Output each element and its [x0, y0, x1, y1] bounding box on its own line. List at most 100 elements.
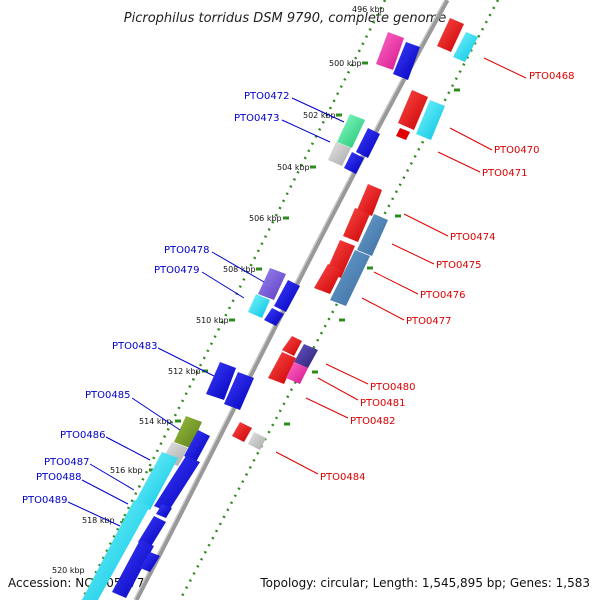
right-labels: PTO0468 PTO0470 PTO0471 PTO0474 PTO0475 … — [275, 57, 574, 483]
gene-arrow[interactable] — [184, 430, 210, 462]
leader-line — [317, 377, 359, 401]
kbp-label-502: 502 kbp — [303, 111, 336, 120]
leader-line — [281, 119, 331, 143]
gene-label-pto0489[interactable]: PTO0489 — [22, 495, 67, 506]
gene-arrow[interactable] — [154, 456, 200, 512]
gene-arrow[interactable] — [206, 362, 236, 400]
leader-line — [403, 213, 449, 237]
gene-arrow[interactable] — [393, 42, 420, 80]
reverse-strand-genes — [232, 18, 478, 450]
gene-arrow[interactable] — [248, 432, 266, 450]
gene-arrow[interactable] — [398, 90, 428, 130]
gene-arrow[interactable] — [416, 100, 445, 140]
kbp-label-514: 514 kbp — [139, 417, 172, 426]
gene-arrow[interactable] — [264, 308, 284, 326]
leader-line — [105, 436, 151, 461]
gene-arrow[interactable] — [224, 372, 254, 410]
gene-label-pto0480[interactable]: PTO0480 — [370, 382, 415, 393]
gene-label-pto0478[interactable]: PTO0478 — [164, 245, 209, 256]
gene-arrow[interactable] — [357, 214, 388, 256]
gene-arrow[interactable] — [286, 362, 308, 384]
accession-label: Accession: NC_005877 — [8, 576, 144, 590]
gene-label-pto0475[interactable]: PTO0475 — [436, 260, 481, 271]
leader-line — [131, 397, 181, 431]
kbp-label-506: 506 kbp — [249, 214, 282, 223]
leader-line — [373, 271, 419, 295]
leader-line — [157, 347, 215, 377]
gene-label-pto0482[interactable]: PTO0482 — [350, 416, 395, 427]
kbp-label-504: 504 kbp — [277, 163, 310, 172]
gene-arrow[interactable] — [328, 142, 351, 166]
gene-arrow[interactable] — [274, 280, 300, 312]
gene-arrow[interactable] — [134, 452, 178, 510]
gene-arrow[interactable] — [356, 128, 380, 158]
gene-arrow[interactable] — [282, 336, 302, 356]
gene-label-pto0468[interactable]: PTO0468 — [529, 71, 574, 82]
gene-arrow[interactable] — [437, 18, 464, 52]
gene-arrow[interactable] — [232, 422, 252, 442]
leader-line — [81, 479, 129, 505]
gene-label-pto0473[interactable]: PTO0473 — [234, 113, 279, 124]
leader-line — [201, 271, 245, 299]
kbp-label-508: 508 kbp — [223, 265, 256, 274]
gene-arrow[interactable] — [337, 114, 365, 148]
outer-dotted-track-line — [178, 0, 500, 600]
kbp-label-518: 518 kbp — [82, 516, 115, 525]
leader-line — [361, 297, 405, 321]
gene-label-pto0479[interactable]: PTO0479 — [154, 265, 199, 276]
gene-arrow[interactable] — [357, 184, 382, 216]
gene-label-pto0484[interactable]: PTO0484 — [320, 472, 365, 483]
kbp-label-516: 516 kbp — [110, 466, 143, 475]
kbp-scale: 496 kbp 500 kbp 502 kbp 504 kbp 506 kbp … — [52, 5, 385, 575]
genome-backbone-highlight — [133, 0, 446, 600]
gene-arrow[interactable] — [453, 32, 478, 62]
leader-line — [437, 151, 481, 173]
gene-arrow[interactable] — [156, 504, 172, 518]
leader-line — [305, 397, 349, 419]
gene-label-pto0471[interactable]: PTO0471 — [482, 168, 527, 179]
leader-line — [291, 97, 345, 123]
leader-line — [67, 501, 121, 527]
gene-arrow[interactable] — [314, 264, 342, 294]
gene-label-pto0483[interactable]: PTO0483 — [112, 341, 157, 352]
gene-arrow[interactable] — [396, 128, 410, 140]
gene-arrow[interactable] — [82, 500, 150, 600]
gene-arrow[interactable] — [330, 250, 370, 306]
gene-label-pto0485[interactable]: PTO0485 — [85, 390, 130, 401]
kbp-label-500: 500 kbp — [329, 59, 362, 68]
gene-label-pto0487[interactable]: PTO0487 — [44, 457, 89, 468]
gene-label-pto0486[interactable]: PTO0486 — [60, 430, 105, 441]
gene-arrow[interactable] — [112, 540, 154, 598]
gene-label-pto0472[interactable]: PTO0472 — [244, 91, 289, 102]
leader-line — [391, 243, 435, 265]
gene-arrow[interactable] — [140, 552, 160, 572]
gene-label-pto0470[interactable]: PTO0470 — [494, 145, 539, 156]
genome-backbone — [133, 0, 450, 600]
gene-label-pto0476[interactable]: PTO0476 — [420, 290, 465, 301]
gene-label-pto0474[interactable]: PTO0474 — [450, 232, 495, 243]
gene-arrow[interactable] — [138, 516, 166, 548]
kbp-label-496: 496 kbp — [352, 5, 385, 14]
gene-arrow[interactable] — [248, 294, 270, 318]
gene-label-pto0481[interactable]: PTO0481 — [360, 398, 405, 409]
leader-line — [483, 57, 527, 79]
leader-line — [89, 463, 135, 491]
gene-arrow[interactable] — [174, 416, 202, 448]
gene-label-pto0477[interactable]: PTO0477 — [406, 316, 451, 327]
kbp-label-512: 512 kbp — [168, 367, 201, 376]
gene-arrow[interactable] — [343, 208, 370, 242]
genome-summary: Topology: circular; Length: 1,545,895 bp… — [259, 576, 590, 590]
gene-arrow[interactable] — [294, 344, 318, 368]
kbp-ticks-outer — [284, 88, 460, 426]
gene-arrow[interactable] — [376, 32, 404, 70]
kbp-ticks — [122, 61, 368, 522]
gene-arrow[interactable] — [268, 352, 296, 384]
gene-label-pto0488[interactable]: PTO0488 — [36, 472, 81, 483]
map-title: Picrophilus torridus DSM 9790, complete … — [124, 11, 446, 26]
leader-line — [449, 127, 493, 151]
gene-arrow[interactable] — [258, 268, 286, 300]
gene-arrow[interactable] — [344, 152, 364, 174]
kbp-label-510: 510 kbp — [196, 316, 229, 325]
leader-line — [211, 251, 265, 283]
